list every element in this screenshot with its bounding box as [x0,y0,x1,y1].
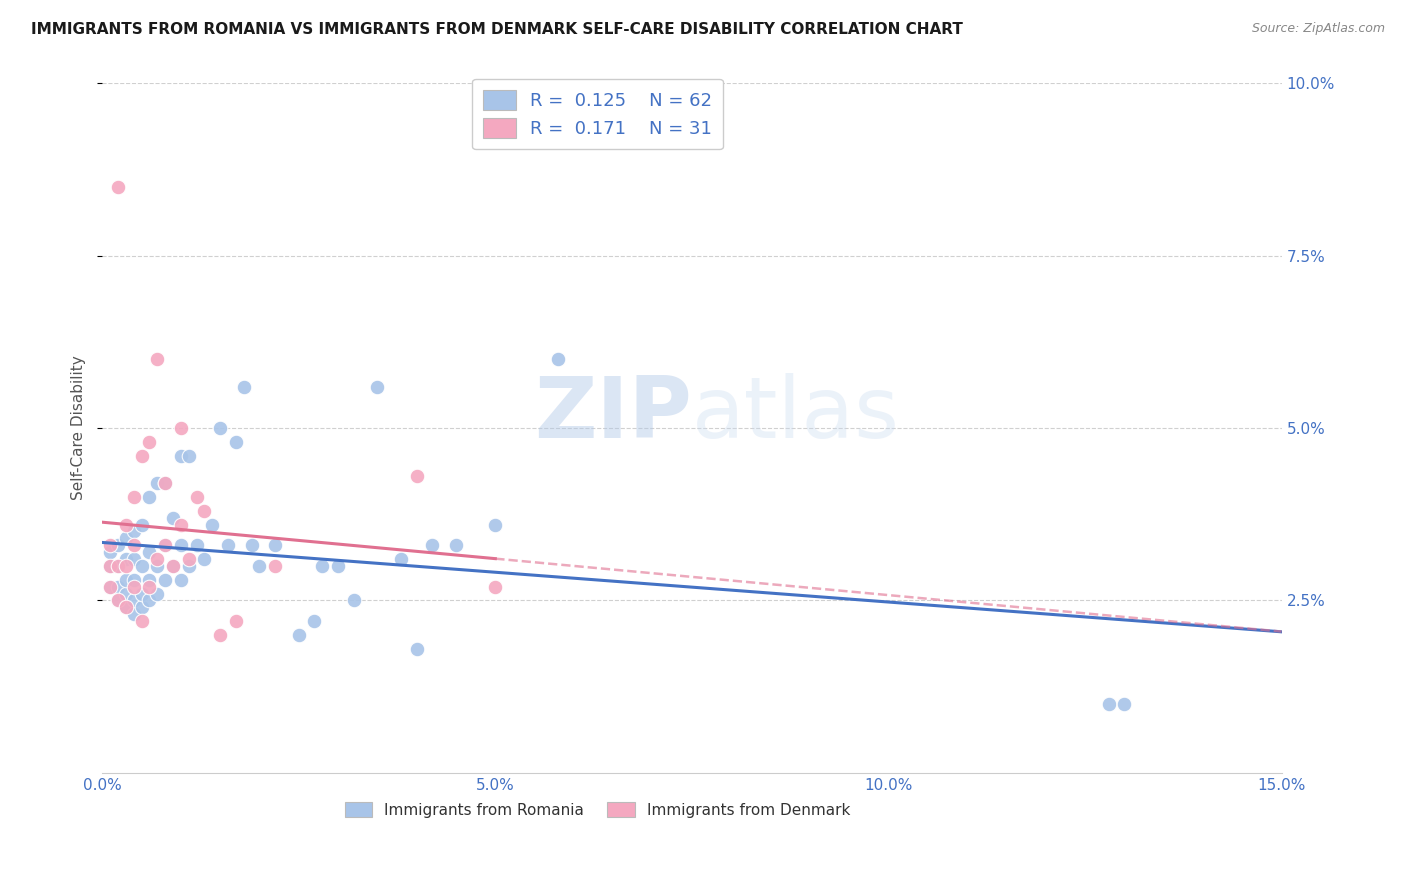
Point [240,538,263,552]
Point [366,380,388,394]
Point [138,580,160,594]
Point [444,538,467,552]
Point [107,179,129,194]
Point [122,573,145,587]
Point [1114,697,1136,711]
Point [114,600,136,615]
Point [186,490,208,504]
Point [146,552,169,566]
Point [146,352,169,367]
Point [177,449,200,463]
Point [107,538,129,552]
Point [146,476,169,491]
Point [98,558,121,573]
Point [114,600,136,615]
Point [217,538,239,552]
Point [153,538,176,552]
Point [153,476,176,491]
Point [484,517,506,532]
Point [162,510,184,524]
Point [170,573,193,587]
Point [193,552,215,566]
Point [138,490,160,504]
Point [122,593,145,607]
Point [98,538,121,552]
Point [107,593,129,607]
Point [98,545,121,559]
Point [264,558,287,573]
Point [153,538,176,552]
Point [107,558,129,573]
Point [170,538,193,552]
Point [547,352,569,367]
Point [138,434,160,449]
Point [209,421,232,435]
Point [98,558,121,573]
Point [225,434,247,449]
Point [326,558,349,573]
Point [209,628,232,642]
Point [153,573,176,587]
Point [131,614,153,628]
Point [177,552,200,566]
Point [107,580,129,594]
Point [389,552,412,566]
Point [1097,697,1119,711]
Point [98,580,121,594]
Point [177,558,200,573]
Point [122,490,145,504]
Legend: Immigrants from Romania, Immigrants from Denmark: Immigrants from Romania, Immigrants from… [339,796,856,823]
Point [131,558,153,573]
Point [114,558,136,573]
Point [153,476,176,491]
Point [114,573,136,587]
Point [146,558,169,573]
Point [232,380,254,394]
Point [201,517,224,532]
Point [114,552,136,566]
Point [138,593,160,607]
Point [122,607,145,622]
Point [98,580,121,594]
Text: Source: ZipAtlas.com: Source: ZipAtlas.com [1251,22,1385,36]
Point [114,532,136,546]
Point [484,580,506,594]
Point [131,600,153,615]
Point [122,538,145,552]
Point [107,558,129,573]
Point [131,449,153,463]
Point [225,614,247,628]
Point [114,517,136,532]
Point [114,586,136,600]
Point [405,641,427,656]
Point [170,421,193,435]
Point [170,517,193,532]
Point [162,558,184,573]
Text: IMMIGRANTS FROM ROMANIA VS IMMIGRANTS FROM DENMARK SELF-CARE DISABILITY CORRELAT: IMMIGRANTS FROM ROMANIA VS IMMIGRANTS FR… [31,22,963,37]
Point [287,628,309,642]
Point [138,573,160,587]
Y-axis label: Self-Care Disability: Self-Care Disability [72,356,86,500]
Point [131,586,153,600]
Point [131,517,153,532]
Point [249,558,271,573]
Point [422,538,444,552]
Text: atlas: atlas [692,373,900,456]
Point [122,580,145,594]
Point [138,545,160,559]
Point [311,558,333,573]
Point [122,524,145,539]
Point [170,449,193,463]
Point [264,538,287,552]
Point [122,552,145,566]
Point [343,593,366,607]
Point [107,593,129,607]
Point [186,538,208,552]
Text: ZIP: ZIP [534,373,692,456]
Point [162,558,184,573]
Point [304,614,326,628]
Point [405,469,427,483]
Point [146,586,169,600]
Point [193,504,215,518]
